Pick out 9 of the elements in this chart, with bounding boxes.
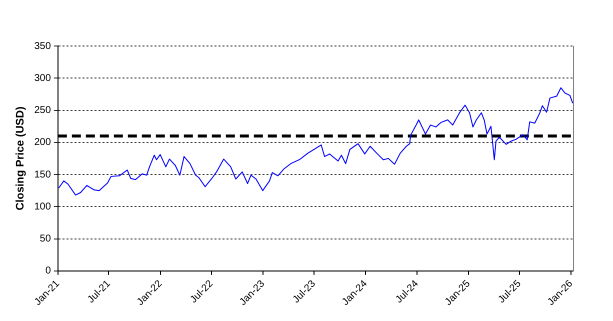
y-tick-label: 100 bbox=[34, 201, 52, 212]
y-tick-label: 50 bbox=[40, 234, 52, 245]
y-tick-label: 150 bbox=[34, 169, 52, 180]
y-axis-title: Closing Price (USD) bbox=[14, 106, 27, 210]
y-tick-label: 0 bbox=[45, 266, 52, 277]
y-tick-label: 300 bbox=[34, 72, 52, 84]
y-tick-label: 250 bbox=[34, 105, 52, 116]
y-tick-label: 350 bbox=[34, 40, 52, 52]
y-tick-label: 200 bbox=[34, 137, 52, 148]
